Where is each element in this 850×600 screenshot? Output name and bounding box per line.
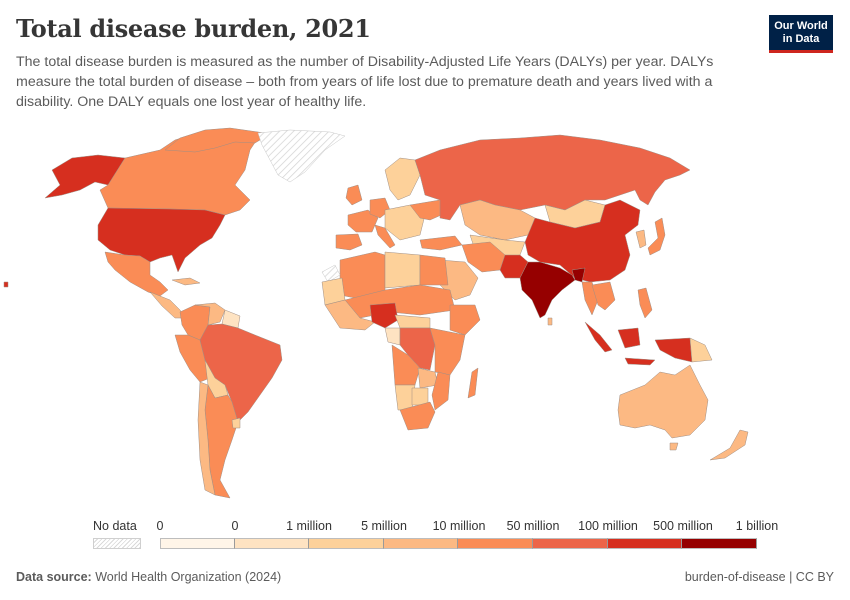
region-france[interactable] [347,209,379,233]
legend-no-data-swatch[interactable] [93,538,141,549]
legend-tick: 50 million [506,519,560,533]
legend-bin[interactable] [234,538,310,549]
region-chile[interactable] [197,381,216,496]
legend-bin[interactable] [607,538,683,549]
region-indochina[interactable] [591,281,616,311]
map-legend: No data 0 0 1 million 5 million 10 milli… [80,516,800,556]
legend-tick: 100 million [578,519,638,533]
legend-bin[interactable] [458,538,533,549]
legend-tick: 5 million [361,519,407,533]
region-philippines[interactable] [637,287,653,319]
logo-line-2: in Data [782,33,820,45]
region-alaska[interactable] [44,154,126,199]
region-libya[interactable] [384,251,421,289]
region-new-zealand[interactable] [709,429,749,461]
legend-bin[interactable] [160,538,235,549]
data-source-label: Data source: [16,570,92,584]
legend-tick: 1 million [286,519,332,533]
region-venezuela[interactable] [194,302,226,326]
region-central-america[interactable] [149,291,186,319]
region-scandinavia[interactable] [384,157,421,201]
region-turkey[interactable] [419,235,463,251]
region-caribbean[interactable] [171,277,201,286]
region-uk[interactable] [345,184,363,206]
region-angola[interactable] [391,344,421,386]
legend-bin[interactable] [532,538,608,549]
region-gabon[interactable] [384,327,401,346]
legend-color-bar [160,538,757,549]
legend-tick: 1 billion [735,519,779,533]
region-central-africa[interactable] [394,314,431,329]
page-title: Total disease burden, 2021 [16,14,371,43]
region-spain[interactable] [335,233,363,251]
region-east-africa[interactable] [429,327,466,376]
region-sri-lanka[interactable] [547,317,553,326]
region-japan[interactable] [647,217,666,256]
data-source-value[interactable]: World Health Organization (2024) [95,570,282,584]
region-italy[interactable] [374,224,396,249]
region-ethiopia[interactable] [449,304,481,336]
region-papua-new-guinea[interactable] [689,337,713,363]
slug-license[interactable]: burden-of-disease | CC BY [684,570,834,584]
region-hawaii[interactable] [3,281,9,288]
region-indonesia[interactable] [584,321,693,366]
world-map[interactable] [0,120,850,510]
region-usa[interactable] [97,207,226,273]
legend-no-data-label: No data [93,519,137,533]
legend-bin[interactable] [383,538,459,549]
legend-tick: 0 [231,519,239,533]
legend-tick: 500 million [653,519,713,533]
legend-bin[interactable] [682,538,757,549]
region-ukraine[interactable] [409,199,449,221]
region-western-sahara[interactable] [321,264,341,283]
region-mexico[interactable] [104,251,169,297]
legend-bin[interactable] [309,538,384,549]
region-egypt[interactable] [419,254,449,286]
page-subtitle: The total disease burden is measured as … [16,54,714,110]
region-india[interactable] [519,261,576,319]
region-tasmania[interactable] [669,442,679,451]
region-uruguay[interactable] [231,417,241,429]
region-mozambique[interactable] [431,371,451,411]
legend-tick: 0 [156,519,164,533]
region-greenland[interactable] [257,129,346,183]
region-madagascar[interactable] [467,367,479,399]
region-south-africa[interactable] [399,401,436,431]
owid-logo[interactable]: Our World in Data [769,15,833,53]
region-russia[interactable] [414,134,691,221]
region-nigeria[interactable] [369,302,399,329]
region-botswana[interactable] [411,387,429,406]
region-australia[interactable] [617,364,709,439]
logo-line-1: Our World [774,20,828,32]
region-china[interactable] [524,199,641,283]
region-korea[interactable] [635,229,647,249]
legend-tick: 10 million [432,519,486,533]
data-source: Data source: World Health Organization (… [16,570,281,584]
